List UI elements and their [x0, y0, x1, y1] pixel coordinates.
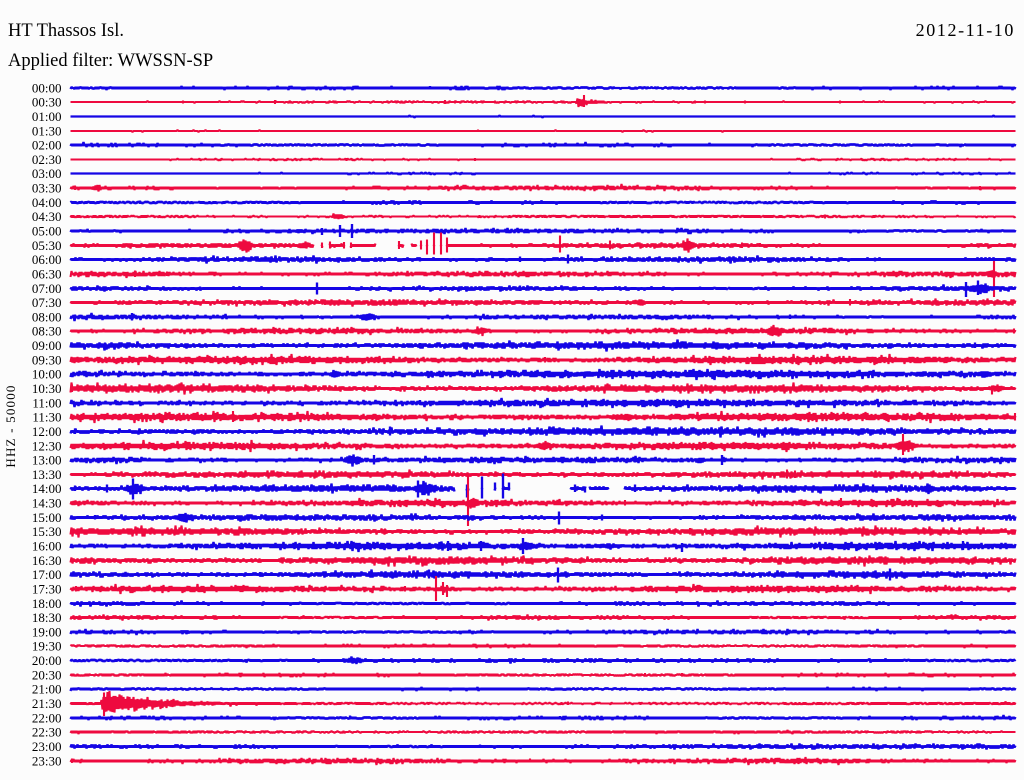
svg-text:12:00: 12:00	[32, 424, 62, 439]
svg-text:02:00: 02:00	[32, 138, 62, 153]
svg-text:11:00: 11:00	[32, 395, 61, 410]
svg-text:18:00: 18:00	[32, 596, 62, 611]
svg-text:23:00: 23:00	[32, 739, 62, 754]
svg-text:22:30: 22:30	[32, 725, 62, 740]
svg-text:03:00: 03:00	[32, 166, 62, 181]
svg-text:00:30: 00:30	[32, 95, 62, 110]
svg-text:13:00: 13:00	[32, 453, 62, 468]
svg-text:13:30: 13:30	[32, 467, 62, 482]
svg-text:06:30: 06:30	[32, 266, 62, 281]
svg-text:12:30: 12:30	[32, 438, 62, 453]
svg-text:22:00: 22:00	[32, 710, 62, 725]
svg-text:14:00: 14:00	[32, 481, 62, 496]
svg-text:09:00: 09:00	[32, 338, 62, 353]
svg-text:02:30: 02:30	[32, 152, 62, 167]
svg-text:14:30: 14:30	[32, 496, 62, 511]
svg-text:16:00: 16:00	[32, 539, 62, 554]
svg-text:00:00: 00:00	[32, 80, 62, 95]
svg-text:HHZ - 50000: HHZ - 50000	[3, 384, 18, 467]
svg-text:09:30: 09:30	[32, 352, 62, 367]
svg-text:20:30: 20:30	[32, 667, 62, 682]
svg-text:04:00: 04:00	[32, 195, 62, 210]
svg-text:15:30: 15:30	[32, 524, 62, 539]
svg-text:19:30: 19:30	[32, 639, 62, 654]
svg-text:23:30: 23:30	[32, 753, 62, 768]
svg-text:21:00: 21:00	[32, 682, 62, 697]
svg-text:Applied filter: WWSSN-SP: Applied filter: WWSSN-SP	[8, 51, 213, 71]
svg-text:05:00: 05:00	[32, 224, 62, 239]
svg-text:08:00: 08:00	[32, 309, 62, 324]
svg-text:15:00: 15:00	[32, 510, 62, 525]
svg-text:19:00: 19:00	[32, 624, 62, 639]
svg-text:10:30: 10:30	[32, 381, 62, 396]
svg-text:01:30: 01:30	[32, 123, 62, 138]
svg-text:01:00: 01:00	[32, 109, 62, 124]
svg-text:20:00: 20:00	[32, 653, 62, 668]
svg-text:10:00: 10:00	[32, 367, 62, 382]
svg-text:17:30: 17:30	[32, 582, 62, 597]
svg-text:08:30: 08:30	[32, 324, 62, 339]
svg-text:2012-11-10: 2012-11-10	[916, 20, 1015, 40]
svg-text:07:30: 07:30	[32, 295, 62, 310]
svg-text:07:00: 07:00	[32, 281, 62, 296]
svg-text:11:30: 11:30	[32, 410, 61, 425]
svg-text:16:30: 16:30	[32, 553, 62, 568]
svg-text:04:30: 04:30	[32, 209, 62, 224]
svg-text:17:00: 17:00	[32, 567, 62, 582]
svg-text:21:30: 21:30	[32, 696, 62, 711]
svg-text:03:30: 03:30	[32, 181, 62, 196]
svg-text:06:00: 06:00	[32, 252, 62, 267]
svg-text:18:30: 18:30	[32, 610, 62, 625]
svg-text:05:30: 05:30	[32, 238, 62, 253]
svg-text:HT Thassos Isl.: HT Thassos Isl.	[8, 21, 124, 41]
